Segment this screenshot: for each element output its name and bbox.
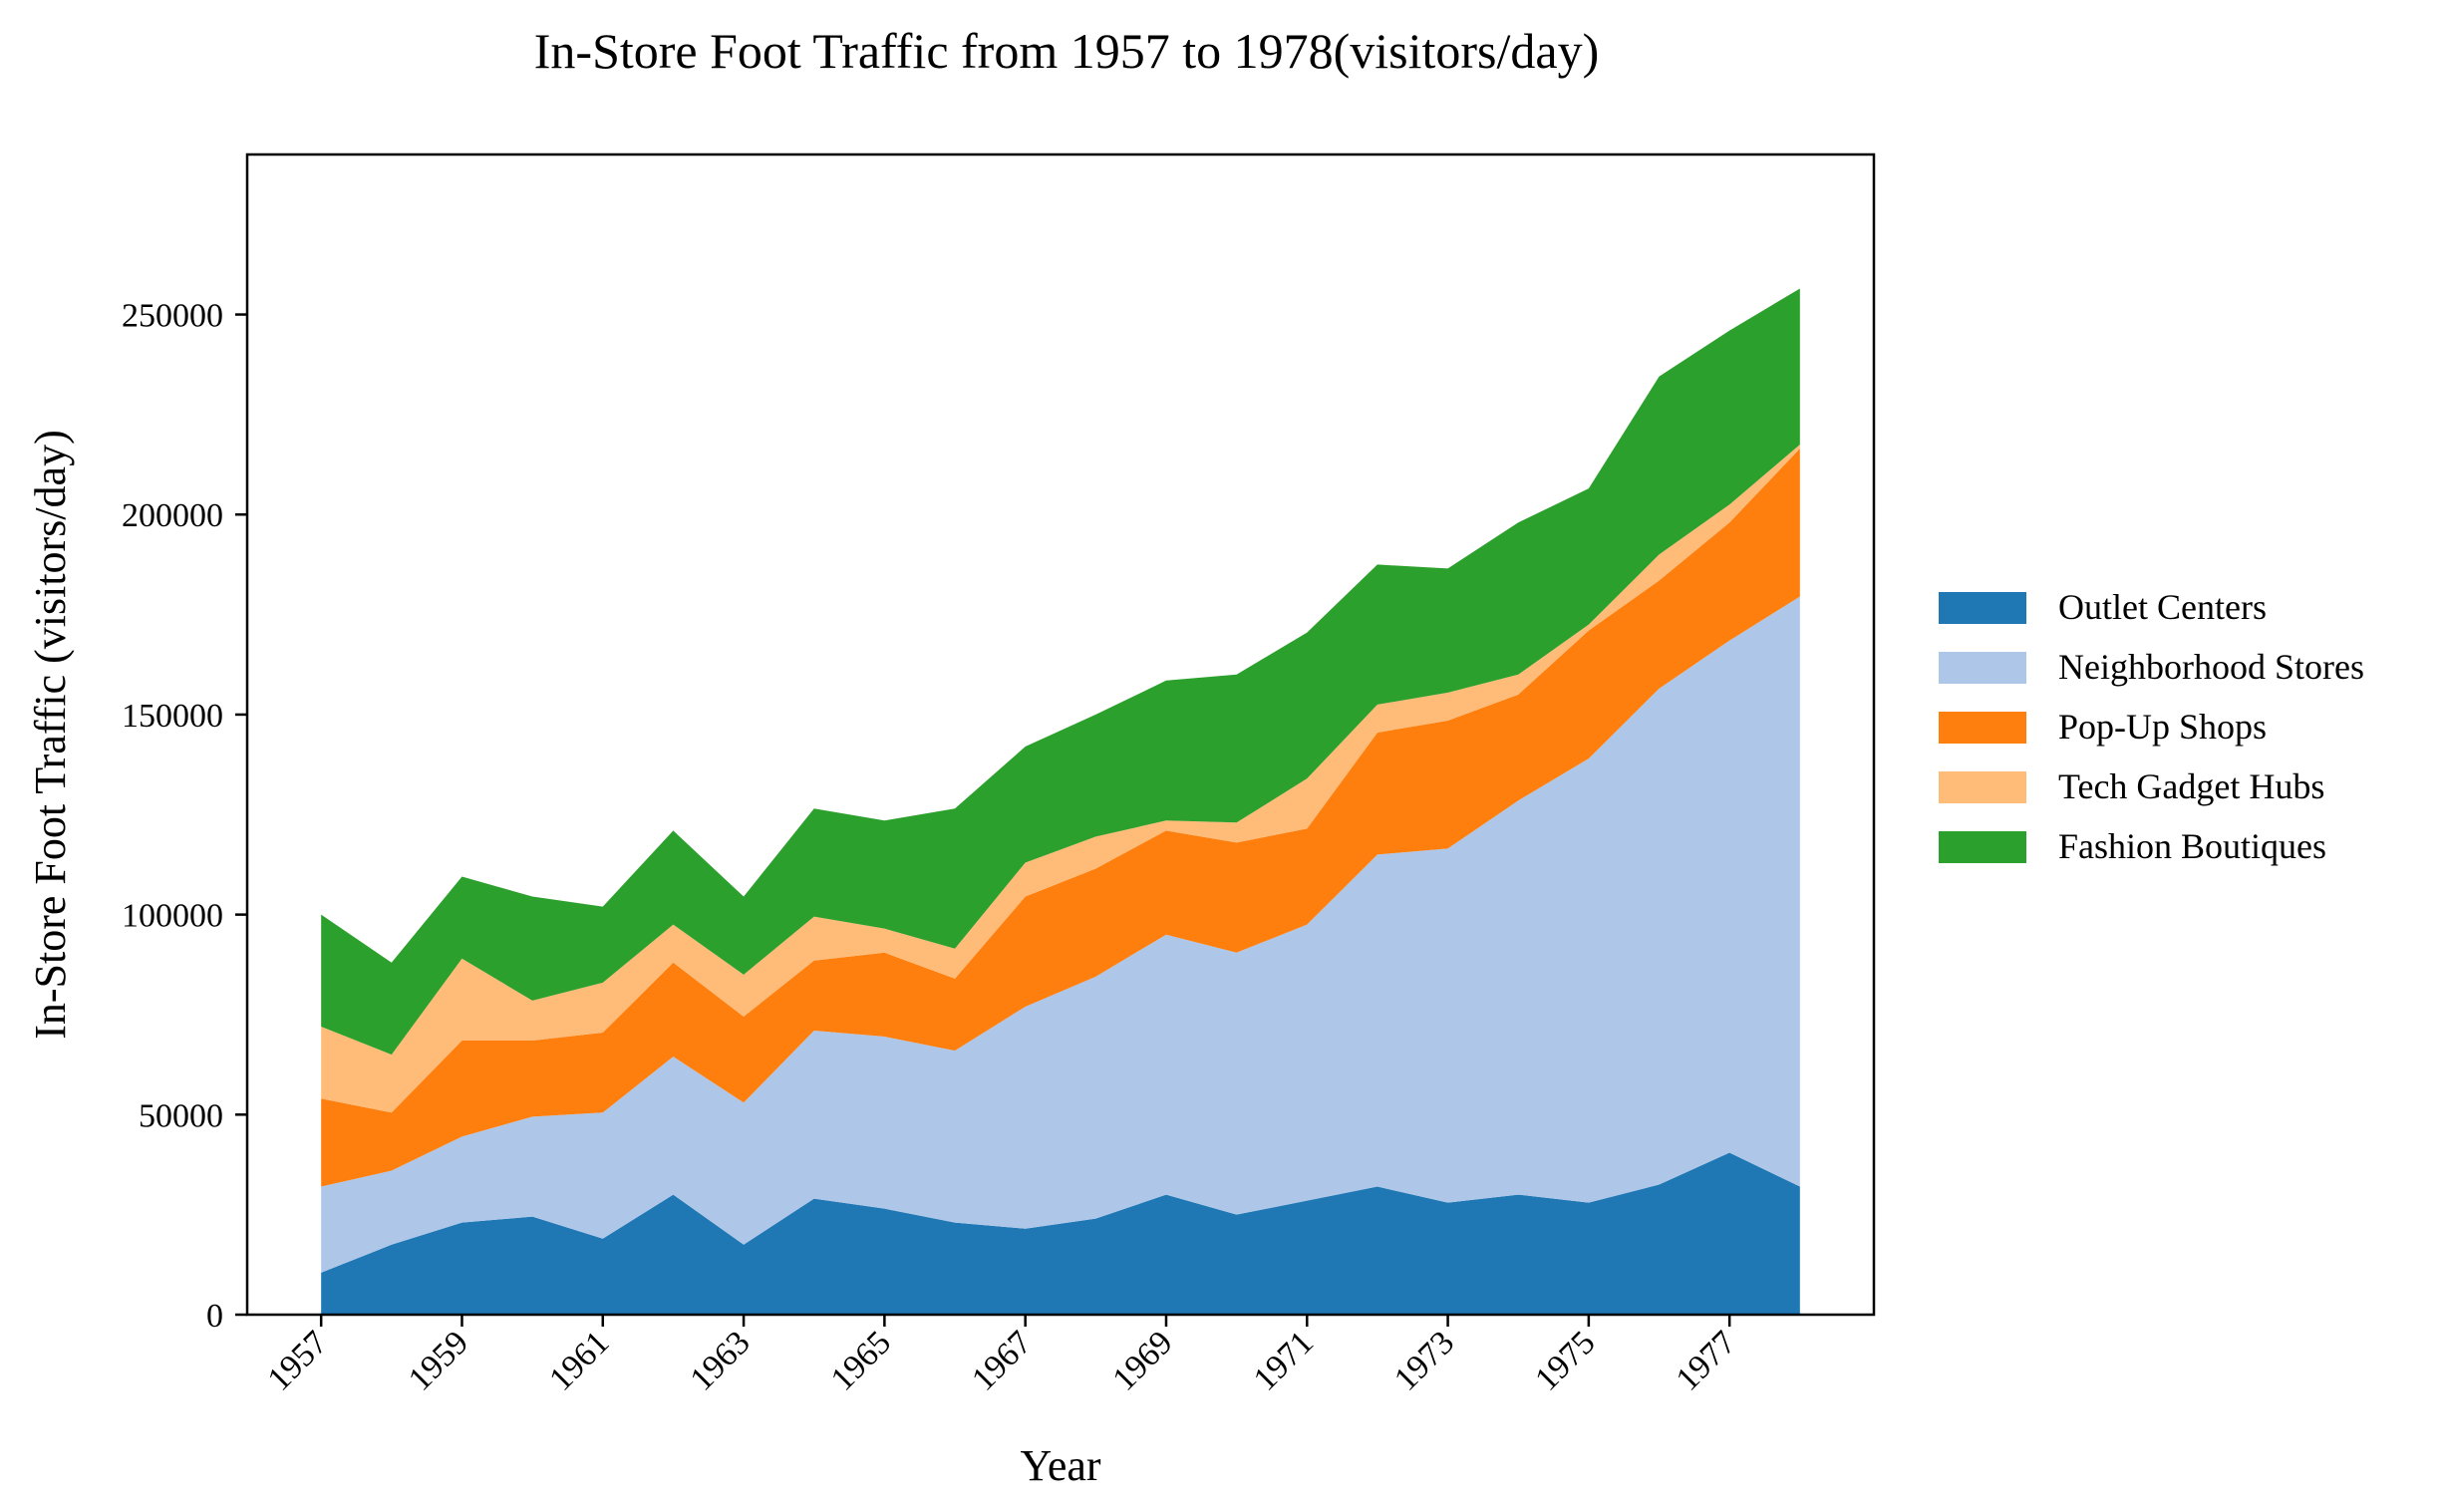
y-axis: 0 50000 100000 150000 200000 250000: [122, 298, 247, 1335]
y-tick-label: 200000: [122, 497, 223, 534]
x-tick-label: 1957: [261, 1324, 335, 1397]
x-tick-label: 1973: [1387, 1324, 1461, 1397]
x-tick-label: 1975: [1528, 1324, 1602, 1397]
area-series-fashion-boutiques: [321, 288, 1800, 1056]
x-tick-label: 1961: [542, 1324, 616, 1397]
y-tick-label: 100000: [122, 898, 223, 935]
legend-swatch: [1939, 652, 2026, 684]
area-series-neighborhood-stores: [321, 596, 1800, 1273]
x-tick-label: 1971: [1247, 1324, 1321, 1397]
area-series-pop-up-shops: [321, 449, 1800, 1187]
chart-title: In-Store Foot Traffic from 1957 to 1978(…: [533, 23, 1600, 79]
legend-swatch: [1939, 831, 2026, 863]
x-tick-label: 1969: [1105, 1324, 1179, 1397]
x-tick-label: 1967: [965, 1324, 1039, 1397]
x-axis: 1957 1959 1961 1963 1965 1967 1969 1971 1973 1975…: [261, 1315, 1743, 1398]
x-axis-label: Year: [1020, 1441, 1100, 1490]
y-tick-label: 50000: [139, 1097, 223, 1134]
legend-label: Tech Gadget Hubs: [2058, 766, 2325, 806]
plot-frame: [245, 152, 1876, 1317]
legend-label: Pop-Up Shops: [2058, 707, 2268, 747]
legend-swatch: [1939, 771, 2026, 803]
area-series-tech-gadget-hubs: [321, 445, 1800, 1113]
area-layer: [321, 288, 1800, 1315]
legend-swatch: [1939, 592, 2026, 624]
legend-swatch: [1939, 712, 2026, 744]
x-tick-label: 1959: [402, 1324, 475, 1397]
area-series-outlet-centers: [321, 1152, 1800, 1315]
y-tick-label: 0: [206, 1298, 223, 1335]
legend-label: Neighborhood Stores: [2058, 647, 2364, 687]
y-axis-label: In-Store Foot Traffic (visitors/day): [26, 430, 75, 1040]
y-tick-label: 250000: [122, 298, 223, 335]
x-tick-label: 1965: [824, 1324, 898, 1397]
legend-label: Outlet Centers: [2058, 587, 2267, 627]
x-tick-label: 1977: [1670, 1324, 1743, 1397]
y-tick-label: 150000: [122, 698, 223, 735]
x-tick-label: 1963: [683, 1324, 757, 1397]
legend-label: Fashion Boutiques: [2058, 826, 2327, 866]
